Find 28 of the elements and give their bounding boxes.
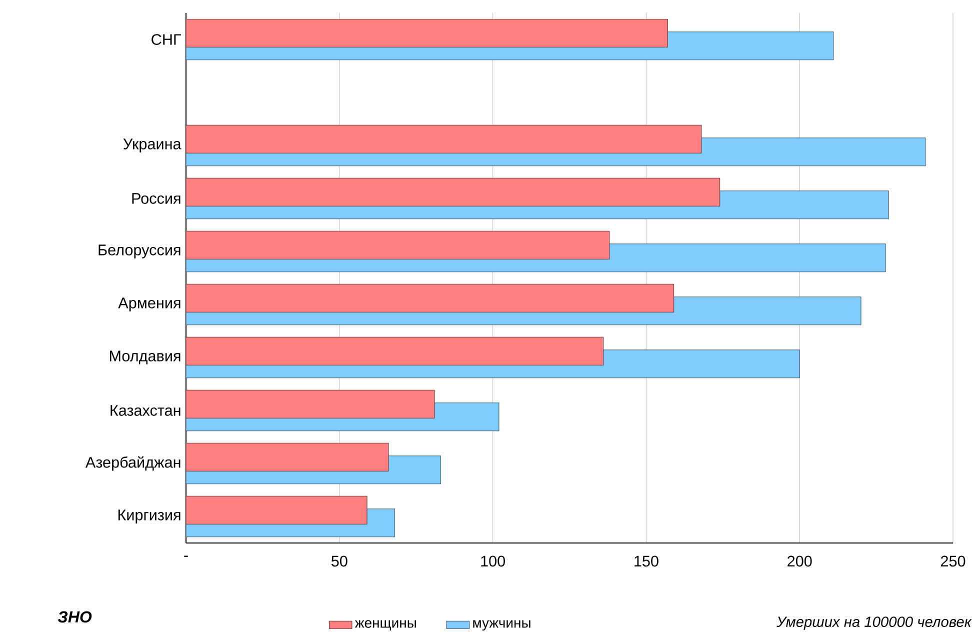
y-tick-label: Казахстан [110, 405, 180, 416]
bar [186, 336, 604, 366]
bar [186, 124, 702, 154]
y-tick-label: Молдавия [110, 350, 180, 364]
x-tick-label: - [184, 556, 188, 557]
bar [186, 390, 435, 418]
bar [186, 442, 389, 472]
y-tick-label: Украина [123, 138, 182, 152]
y-tick-label: Россия [132, 193, 180, 204]
x-tick-label: 50 [331, 556, 348, 567]
bar [186, 284, 674, 312]
bar [186, 496, 368, 524]
x-tick-label: 100 [481, 556, 505, 567]
y-tick-label: Киргизия [118, 510, 180, 524]
y-tick-label: СНГ [152, 34, 181, 45]
x-tick-label: 150 [634, 556, 658, 567]
y-tick-label: Азербайджан [85, 456, 180, 471]
legend-label: женщины [354, 620, 416, 630]
x-axis-title: Умерших на 100000 человек [776, 616, 972, 630]
bar [186, 18, 668, 48]
y-tick-label: Белоруссия [98, 244, 180, 258]
legend-label: мужчины [473, 620, 530, 631]
x-tick-label: 200 [788, 556, 812, 567]
bar [186, 178, 720, 206]
text: ЗНО [58, 611, 92, 623]
y-tick-label: Армения [118, 298, 180, 312]
x-tick-label: 250 [940, 556, 966, 567]
bar [186, 230, 610, 260]
